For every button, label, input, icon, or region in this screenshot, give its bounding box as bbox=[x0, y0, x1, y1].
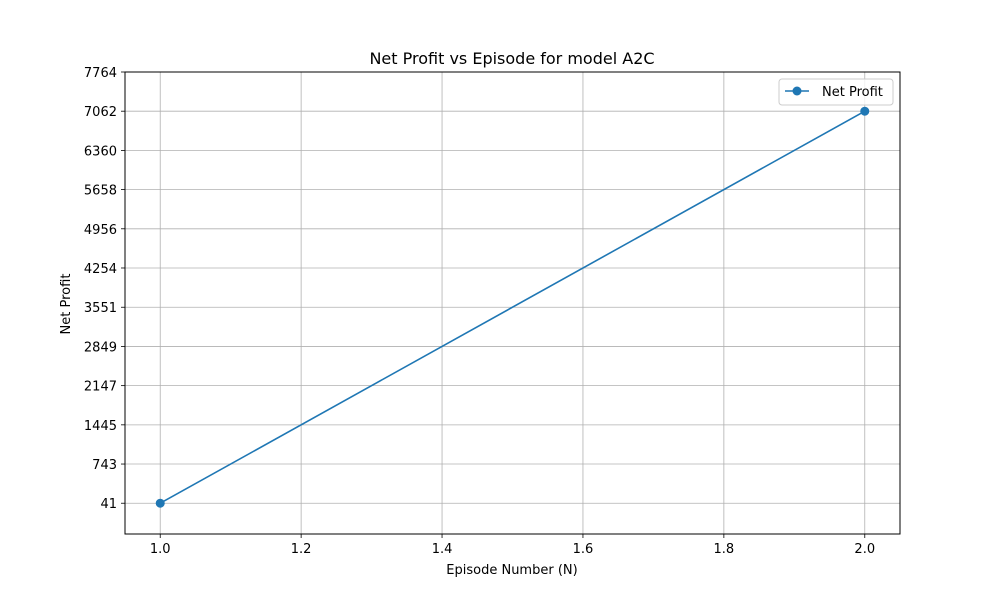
x-axis-label: Episode Number (N) bbox=[446, 563, 577, 578]
plot-area-frame bbox=[124, 71, 901, 535]
y-axis-label: Net Profit bbox=[59, 274, 74, 335]
y-tick-label: 41 bbox=[100, 497, 117, 512]
legend-box bbox=[778, 78, 894, 106]
y-tick-label: 5658 bbox=[84, 184, 117, 199]
legend: Net Profit bbox=[778, 78, 894, 106]
y-axis-ticks: 41 743 1445 2147 2849 3551 4254 4956 5658 6360 706… bbox=[84, 66, 125, 512]
legend-marker-swatch bbox=[792, 86, 802, 96]
y-tick-label: 1445 bbox=[84, 419, 117, 434]
y-tick-label: 6360 bbox=[84, 144, 117, 159]
legend-entry-net-profit: Net Profit bbox=[822, 85, 883, 100]
x-tick-label: 1.2 bbox=[291, 542, 312, 557]
y-tick-label: 7062 bbox=[84, 105, 117, 120]
y-tick-label: 743 bbox=[92, 458, 117, 473]
y-tick-label: 4254 bbox=[84, 262, 117, 277]
x-tick-label: 1.6 bbox=[573, 542, 594, 557]
y-tick-label: 2849 bbox=[84, 340, 117, 355]
data-point bbox=[155, 498, 165, 508]
x-tick-label: 1.8 bbox=[714, 542, 735, 557]
x-axis-ticks: 1.0 1.2 1.4 1.6 1.8 2.0 bbox=[150, 534, 875, 557]
grid-lines bbox=[125, 71, 900, 534]
x-tick-label: 1.0 bbox=[150, 542, 171, 557]
y-tick-label: 7764 bbox=[84, 66, 117, 81]
y-tick-label: 4956 bbox=[84, 223, 117, 238]
y-tick-label: 3551 bbox=[84, 301, 117, 316]
series-layer bbox=[155, 106, 870, 508]
data-point bbox=[860, 106, 870, 116]
chart-title: Net Profit vs Episode for model A2C bbox=[369, 49, 654, 68]
y-tick-label: 2147 bbox=[84, 380, 117, 395]
series-line-net-profit bbox=[159, 110, 866, 504]
x-tick-label: 1.4 bbox=[432, 542, 453, 557]
x-tick-label: 2.0 bbox=[854, 542, 875, 557]
